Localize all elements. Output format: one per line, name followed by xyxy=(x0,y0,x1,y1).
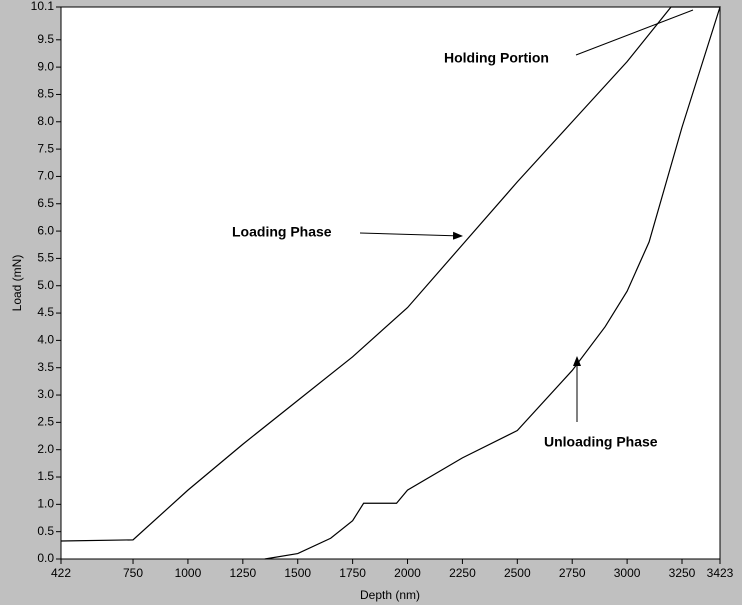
y-tick-label: 4.0 xyxy=(37,333,54,347)
x-tick-label: 3423 xyxy=(707,566,734,580)
x-tick-label: 2000 xyxy=(394,566,421,580)
x-tick-label: 2500 xyxy=(504,566,531,580)
x-axis-label: Depth (nm) xyxy=(360,588,420,602)
annotation-line xyxy=(575,9,694,56)
y-tick-label: 10.1 xyxy=(31,0,55,13)
y-tick-label: 7.5 xyxy=(37,141,54,155)
x-tick-label: 3250 xyxy=(669,566,696,580)
y-tick-label: 2.0 xyxy=(37,442,54,456)
annotation: Holding Portion xyxy=(444,50,549,66)
y-axis-label: Load (mN) xyxy=(10,255,24,312)
y-tick-label: 5.0 xyxy=(37,278,54,292)
y-tick-label: 1.0 xyxy=(37,497,54,511)
y-tick-label: 2.5 xyxy=(37,415,54,429)
annotation: Unloading Phase xyxy=(544,434,658,450)
y-tick-label: 0.0 xyxy=(37,551,54,565)
y-tick-label: 4.5 xyxy=(37,305,54,319)
x-tick-label: 750 xyxy=(123,566,143,580)
data-line xyxy=(60,6,721,560)
y-tick-label: 9.5 xyxy=(37,32,54,46)
x-tick-label: 3000 xyxy=(614,566,641,580)
y-tick-label: 3.5 xyxy=(37,360,54,374)
y-tick-label: 6.0 xyxy=(37,223,54,237)
x-tick-label: 422 xyxy=(51,566,71,580)
y-tick-label: 5.5 xyxy=(37,251,54,265)
x-tick-label: 1250 xyxy=(229,566,256,580)
y-tick-label: 8.5 xyxy=(37,87,54,101)
annotation-arrow xyxy=(359,231,463,240)
x-tick-label: 1000 xyxy=(175,566,202,580)
annotation: Loading Phase xyxy=(232,224,332,240)
plot-area xyxy=(60,6,721,560)
y-tick-label: 7.0 xyxy=(37,169,54,183)
y-tick-label: 3.0 xyxy=(37,387,54,401)
y-tick-label: 6.5 xyxy=(37,196,54,210)
x-tick-label: 2750 xyxy=(559,566,586,580)
y-tick-label: 9.0 xyxy=(37,59,54,73)
y-tick-label: 8.0 xyxy=(37,114,54,128)
x-tick-label: 1750 xyxy=(339,566,366,580)
y-tick-label: 1.5 xyxy=(37,469,54,483)
x-tick-label: 1500 xyxy=(284,566,311,580)
y-tick-label: 0.5 xyxy=(37,524,54,538)
x-tick-label: 2250 xyxy=(449,566,476,580)
